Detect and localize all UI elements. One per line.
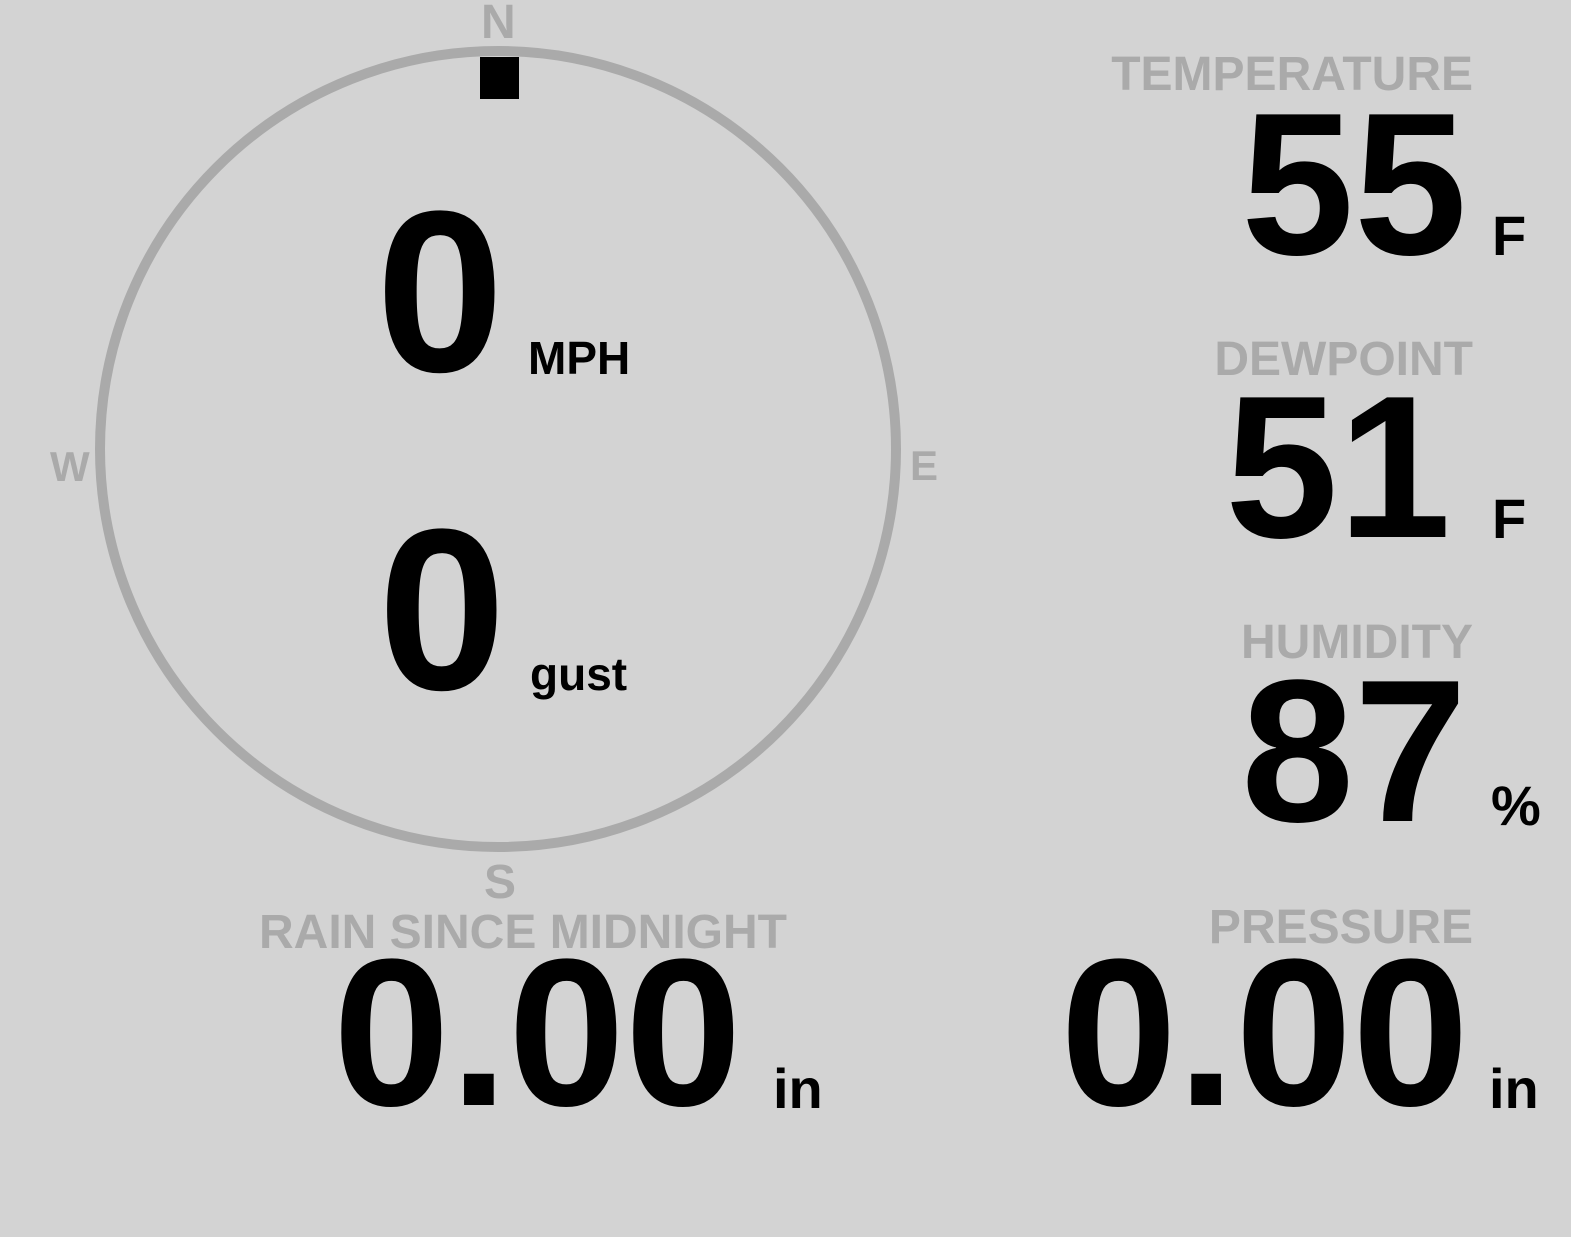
compass-north-label: N (481, 0, 516, 49)
wind-direction-marker (480, 57, 519, 99)
humidity-label: HUMIDITY (1241, 616, 1473, 669)
wind-speed-value: 0 (376, 163, 504, 420)
compass-west-label: W (50, 443, 90, 490)
temperature-value: 55 (1241, 71, 1467, 298)
compass-east-label: E (910, 442, 939, 489)
dewpoint-unit: F (1492, 487, 1527, 550)
pressure-value: 0.00 (1060, 915, 1469, 1150)
dewpoint-label: DEWPOINT (1214, 333, 1473, 386)
humidity-value: 87 (1241, 638, 1467, 865)
pressure-label: PRESSURE (1208, 901, 1473, 954)
humidity-unit: % (1491, 774, 1541, 837)
wind-gust-value: 0 (378, 481, 506, 738)
pressure-unit: in (1489, 1057, 1539, 1120)
temperature-unit: F (1492, 204, 1527, 267)
rain-unit: in (773, 1057, 823, 1120)
rain-value: 0.00 (333, 915, 742, 1150)
wind-speed-unit: MPH (528, 332, 631, 384)
temperature-label: TEMPERATURE (1111, 48, 1473, 101)
compass-south-label: S (484, 856, 517, 909)
rain-label: RAIN SINCE MIDNIGHT (259, 906, 787, 959)
wind-gust-unit: gust (530, 648, 628, 700)
compass-ring (95, 46, 901, 852)
dewpoint-value: 51 (1225, 354, 1451, 581)
